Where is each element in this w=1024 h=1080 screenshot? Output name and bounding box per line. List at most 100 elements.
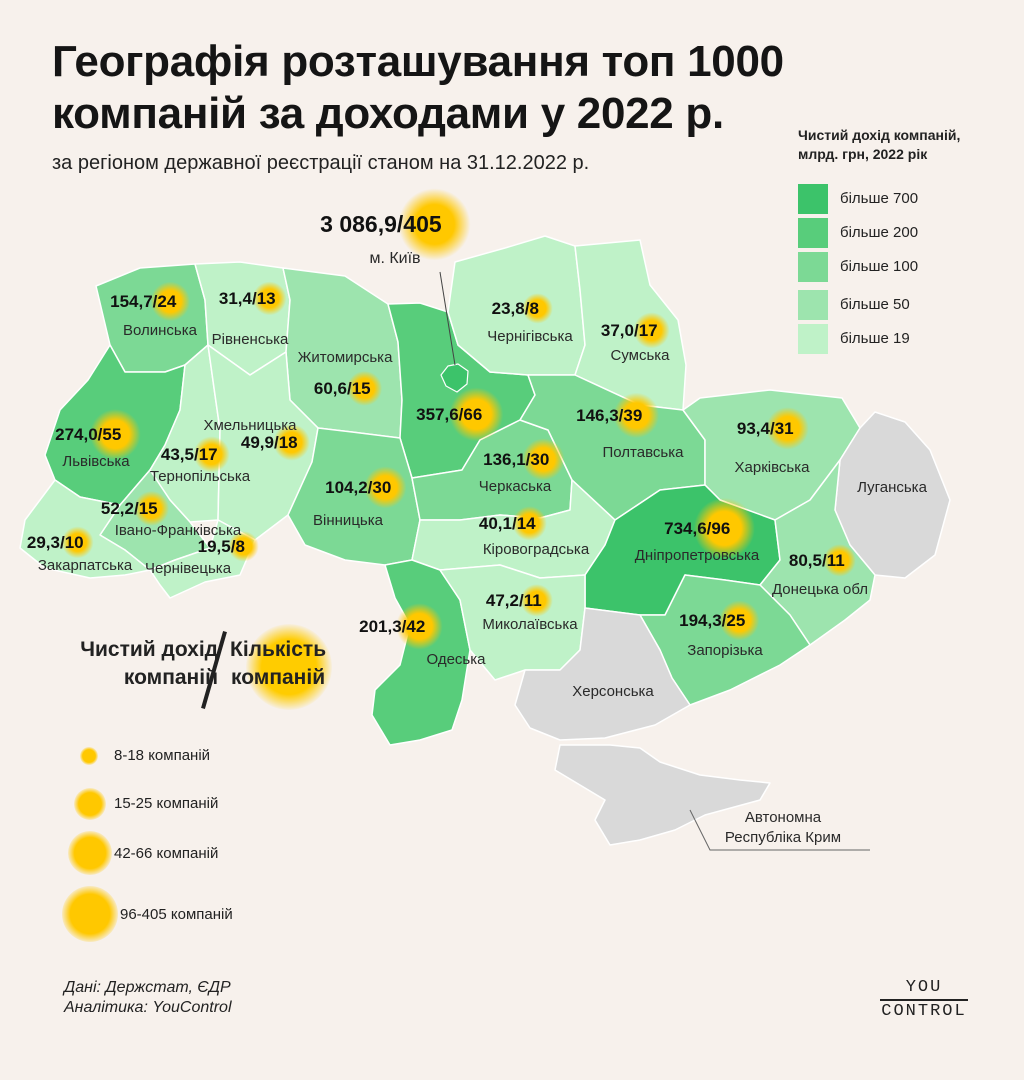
logo-divider bbox=[880, 999, 968, 1001]
legend-item-200: більше 200 bbox=[798, 218, 1018, 248]
key-count-label: Кількість компаній bbox=[230, 636, 326, 692]
companies-khmelnytskyi: 18 bbox=[279, 433, 298, 452]
companies-rivne: 13 bbox=[257, 289, 276, 308]
legend-label-19: більше 19 bbox=[840, 330, 910, 347]
companies-dnipro: 96 bbox=[711, 519, 730, 538]
value-label-lviv: 274,0/55 bbox=[55, 425, 121, 444]
source-line-1: Дані: Держстат, ЄДР bbox=[64, 979, 231, 996]
revenue-vinnytsia: 104,2 bbox=[325, 478, 368, 497]
value-label-donetsk: 80,5/11 bbox=[789, 551, 845, 570]
value-label-kyivobl: 357,6/66 bbox=[416, 405, 482, 424]
value-label-khmelnytskyi: 49,9/18 bbox=[241, 433, 298, 452]
key-bubble bbox=[246, 624, 332, 710]
name-label-zhytomyr: Житомирська bbox=[298, 349, 394, 366]
size-dot-4 bbox=[62, 886, 118, 942]
name-label-crimea-1: Автономна bbox=[745, 809, 822, 826]
revenue-chernivtsi: 19,5 bbox=[198, 537, 231, 556]
bubble-sumy bbox=[633, 312, 670, 349]
bubble-zakarpattia bbox=[61, 526, 94, 559]
name-label-sumy: Сумська bbox=[610, 347, 670, 364]
value-label-dnipro: 734,6/96 bbox=[664, 519, 730, 538]
legend-label-200: більше 200 bbox=[840, 224, 919, 241]
value-label-cherkasy: 136,1/30 bbox=[483, 450, 549, 469]
companies-kirovohrad: 14 bbox=[517, 514, 536, 533]
size-dot-3 bbox=[68, 831, 112, 875]
revenue-lviv: 274,0 bbox=[55, 425, 98, 444]
legend-label-700: більше 700 bbox=[840, 190, 919, 207]
name-label-donetsk: Донецька обл bbox=[772, 581, 868, 598]
size-dot-1 bbox=[80, 747, 98, 765]
page-title: Географія розташування топ 1000 компаній… bbox=[52, 36, 784, 140]
bubble-khmelnytskyi bbox=[273, 424, 310, 461]
companies-cherkasy: 30 bbox=[530, 450, 549, 469]
revenue-sumy: 37,0 bbox=[601, 321, 634, 340]
bubble-donetsk bbox=[823, 544, 856, 577]
legend-item-100: більше 100 bbox=[798, 252, 1018, 282]
revenue-cherkasy: 136,1 bbox=[483, 450, 526, 469]
revenue-volyn: 154,7 bbox=[110, 292, 153, 311]
legend-swatch-200 bbox=[798, 218, 828, 248]
value-label-ternopil: 43,5/17 bbox=[161, 445, 218, 464]
bubble-volyn bbox=[150, 281, 191, 322]
value-label-sumy: 37,0/17 bbox=[601, 321, 658, 340]
legend-title: Чистий дохід компаній, млрд. грн, 2022 р… bbox=[798, 126, 1018, 164]
legend-title-line-1: Чистий дохід компаній, bbox=[798, 127, 961, 143]
value-label-kyiv: 3 086,9/405 bbox=[320, 211, 442, 237]
name-label-chernihiv: Чернігівська bbox=[487, 328, 573, 345]
name-label-kharkiv: Харківська bbox=[735, 459, 811, 476]
value-label-chernivtsi: 19,5/8 bbox=[198, 537, 245, 556]
legend-item-19: більше 19 bbox=[798, 324, 1018, 354]
companies-volyn: 24 bbox=[157, 292, 176, 311]
bubble-cherkasy bbox=[522, 438, 565, 481]
name-label-ternopil: Тернопільська bbox=[150, 468, 251, 485]
region-crimea[interactable] bbox=[554, 744, 771, 846]
companies-kyivobl: 66 bbox=[463, 405, 482, 424]
value-label-zakarpattia: 29,3/10 bbox=[27, 533, 84, 552]
bubble-mykolaiv bbox=[520, 584, 553, 617]
legend-swatch-700 bbox=[798, 184, 828, 214]
source-line-2: Аналітика: YouControl bbox=[64, 999, 232, 1016]
name-label-crimea-2: Республіка Крим bbox=[725, 829, 841, 846]
value-label-mykolaiv: 47,2/11 bbox=[486, 591, 542, 610]
region-kyiv-city[interactable] bbox=[440, 363, 469, 393]
value-label-odesa: 201,3/42 bbox=[359, 617, 425, 636]
revenue-kyiv: 3 086,9 bbox=[320, 211, 397, 237]
revenue-zakarpattia: 29,3 bbox=[27, 533, 60, 552]
title-line-2: компаній за доходами у 2022 р. bbox=[52, 89, 724, 138]
value-label-chernihiv: 23,8/8 bbox=[492, 299, 539, 318]
companies-sumy: 17 bbox=[639, 321, 658, 340]
region-kherson[interactable] bbox=[514, 607, 691, 741]
logo-line-1: YOU bbox=[905, 978, 943, 997]
legend-swatch-50 bbox=[798, 290, 828, 320]
color-legend: Чистий дохід компаній, млрд. грн, 2022 р… bbox=[798, 126, 1018, 354]
name-label-zaporizhzhia: Запорізька bbox=[687, 642, 763, 659]
value-label-kirovohrad: 40,1/14 bbox=[479, 514, 536, 533]
revenue-ivanofrankivsk: 52,2 bbox=[101, 499, 134, 518]
revenue-kirovohrad: 40,1 bbox=[479, 514, 512, 533]
companies-donetsk: 11 bbox=[827, 551, 845, 570]
legend-item-700: більше 700 bbox=[798, 184, 1018, 214]
value-label-vinnytsia: 104,2/30 bbox=[325, 478, 391, 497]
revenue-ternopil: 43,5 bbox=[161, 445, 194, 464]
name-label-volyn: Волинська bbox=[123, 322, 198, 339]
companies-ternopil: 17 bbox=[199, 445, 218, 464]
revenue-zhytomyr: 60,6 bbox=[314, 379, 347, 398]
bubble-kharkiv bbox=[766, 407, 809, 450]
companies-poltava: 39 bbox=[623, 406, 642, 425]
key-right-line-1: Кількість bbox=[230, 638, 327, 661]
name-label-kyiv: м. Київ bbox=[369, 250, 420, 267]
companies-kyiv: 405 bbox=[403, 211, 442, 237]
youcontrol-logo: YOU CONTROL bbox=[874, 978, 974, 1022]
bubble-ternopil bbox=[193, 436, 230, 473]
revenue-khmelnytskyi: 49,9 bbox=[241, 433, 274, 452]
value-label-poltava: 146,3/39 bbox=[576, 406, 642, 425]
bubble-dnipro bbox=[693, 497, 755, 559]
name-label-odesa: Одеська bbox=[427, 651, 487, 668]
bubble-poltava bbox=[613, 392, 660, 439]
revenue-zaporizhzhia: 194,3 bbox=[679, 611, 722, 630]
title-line-1: Географія розташування топ 1000 bbox=[52, 37, 784, 86]
key-right-line-2: компаній bbox=[231, 666, 326, 689]
name-label-rivne: Рівненська bbox=[212, 331, 289, 348]
revenue-odesa: 201,3 bbox=[359, 617, 402, 636]
